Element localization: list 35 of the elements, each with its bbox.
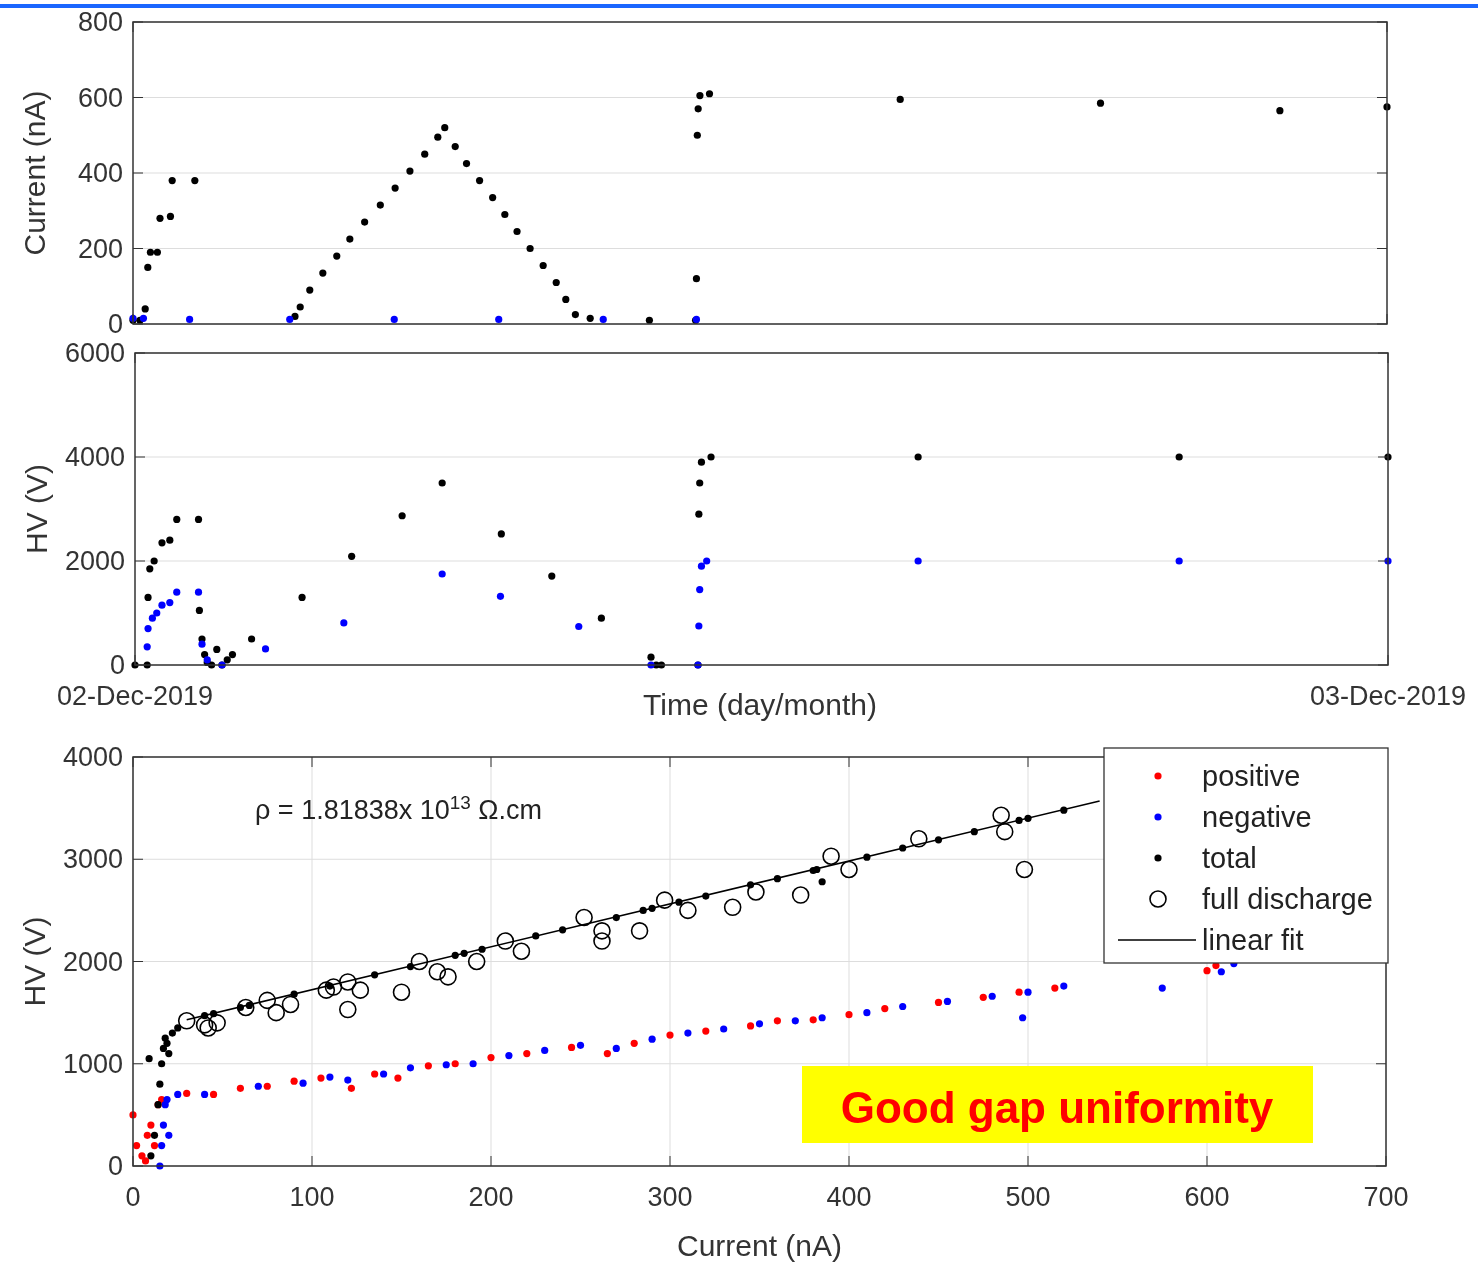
- y-axis-title: HV (V): [20, 464, 53, 554]
- y-tick-label: 800: [77, 7, 123, 37]
- y-axis-title: Current (nA): [18, 90, 51, 256]
- y-tick-label: 2000: [64, 546, 125, 576]
- x-tick-label: 700: [1363, 1182, 1409, 1212]
- x-tick-label: 300: [647, 1182, 693, 1212]
- x-tick-label: 400: [826, 1182, 872, 1212]
- x-tick-label: 03-Dec-2019: [1309, 681, 1467, 711]
- x-tick-label: 100: [289, 1182, 335, 1212]
- y-tick-label: 4000: [64, 442, 125, 472]
- y-tick-label: 400: [77, 158, 123, 188]
- y-tick-label: 0: [107, 309, 123, 339]
- x-axis-title: Time (day/month): [643, 688, 877, 721]
- y-tick-label: 0: [107, 1151, 123, 1181]
- y-tick-label: 600: [77, 82, 123, 113]
- annotation: Good gap uniformity: [840, 1083, 1274, 1132]
- y-tick-label: 3000: [62, 844, 123, 875]
- legend-label: positive: [1202, 760, 1301, 792]
- legend-label: linear fit: [1202, 924, 1304, 956]
- x-tick-label: 200: [468, 1182, 514, 1212]
- y-tick-label: 1000: [62, 1048, 123, 1079]
- y-tick-label: 200: [77, 233, 123, 264]
- x-tick-label: 02-Dec-2019: [56, 681, 214, 711]
- legend-label: negative: [1202, 801, 1312, 833]
- legend-label: total: [1202, 842, 1257, 874]
- x-tick-label: 600: [1184, 1182, 1230, 1212]
- x-tick-label: 500: [1005, 1182, 1051, 1212]
- legend-label: full discharge: [1202, 883, 1373, 915]
- y-axis-title: HV (V): [18, 916, 51, 1007]
- annotation: ρ = 1.81838x 10$^{13}$ Ω.cm: [255, 791, 542, 825]
- y-tick-label: 0: [109, 650, 125, 680]
- y-tick-label: 4000: [62, 742, 123, 772]
- x-axis-title: Current (nA): [676, 1229, 843, 1262]
- y-tick-label: 2000: [62, 946, 123, 977]
- y-tick-label: 6000: [64, 338, 125, 368]
